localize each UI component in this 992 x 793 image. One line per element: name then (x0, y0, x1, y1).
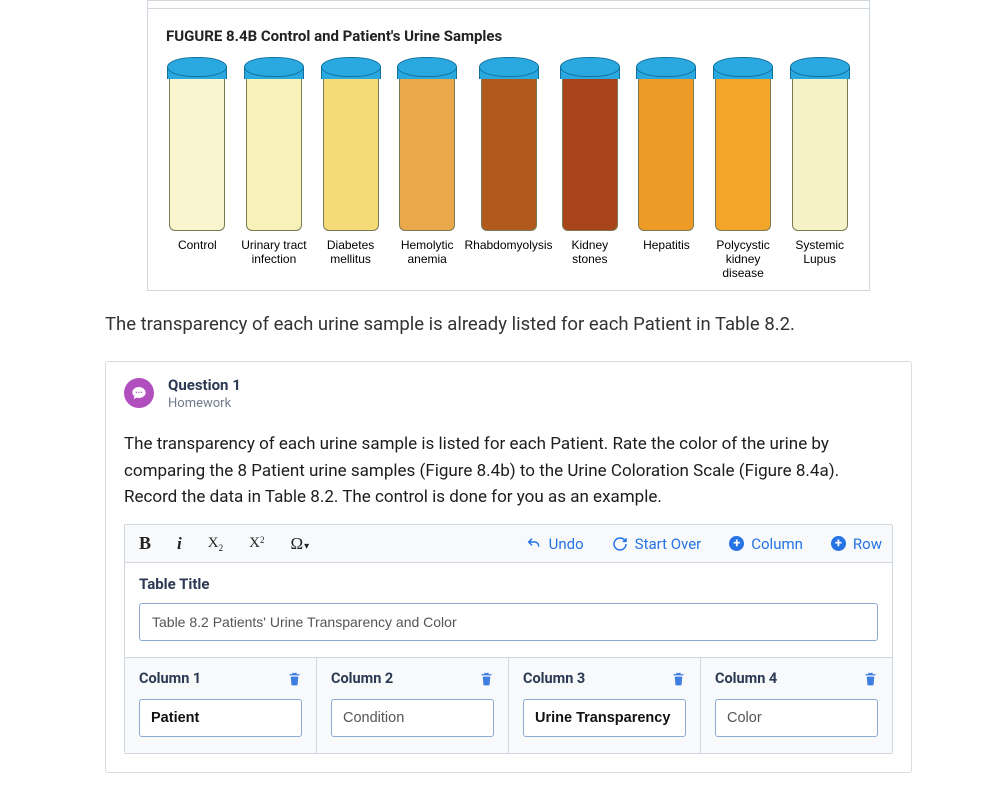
delete-column-button[interactable] (671, 670, 686, 687)
superscript-button[interactable]: X2 (245, 533, 268, 554)
tube-label: Urinary tract infection (239, 239, 310, 267)
delete-column-button[interactable] (479, 670, 494, 687)
delete-column-button[interactable] (287, 670, 302, 687)
tube-block: Urinary tract infection (239, 57, 310, 267)
column-name-input[interactable] (139, 699, 302, 737)
tube-block: Hepatitis (631, 57, 702, 253)
add-row-label: Row (853, 535, 882, 553)
tube-label: Control (178, 239, 217, 253)
italic-button[interactable]: i (173, 532, 186, 556)
tube-label: Systemic Lupus (784, 239, 855, 267)
tube-label: Rhabdomyolysis (464, 239, 552, 253)
column-name-input[interactable] (715, 699, 878, 737)
test-tube (562, 57, 618, 231)
tube-block: Diabetes mellitus (315, 57, 386, 267)
test-tube (246, 57, 302, 231)
start-over-button[interactable]: Start Over (612, 535, 702, 553)
column-cell: Column 1 (125, 658, 317, 753)
tube-block: Kidney stones (555, 57, 626, 267)
tube-label: Diabetes mellitus (315, 239, 386, 267)
figure-panel: FUGURE 8.4B Control and Patient's Urine … (147, 8, 870, 291)
tube-block: Systemic Lupus (784, 57, 855, 267)
column-name-input[interactable] (331, 699, 494, 737)
question-header: Question 1 Homework (124, 376, 893, 411)
tube-block: Hemolytic anemia (392, 57, 463, 267)
figure-title: FUGURE 8.4B Control and Patient's Urine … (166, 27, 855, 45)
plus-icon: + (729, 536, 744, 551)
question-icon (124, 378, 154, 408)
tubes-row: Control Urinary tract infectionDiabetes m… (162, 57, 855, 280)
test-tube (715, 57, 771, 231)
column-header-label: Column 2 (331, 670, 393, 687)
start-over-label: Start Over (635, 535, 702, 553)
refresh-icon (612, 536, 628, 552)
editor-toolbar: B i X2 X2 Ω▾ Undo (125, 525, 892, 563)
tube-label: Hepatitis (643, 239, 690, 253)
column-header: Column 3 (523, 670, 686, 687)
test-tube (169, 57, 225, 231)
tube-block: Polycystic kidney disease (708, 57, 779, 280)
speech-bubble-icon (131, 385, 147, 401)
column-cell: Column 3 (509, 658, 701, 753)
symbols-button[interactable]: Ω▾ (286, 532, 313, 556)
bold-button[interactable]: B (135, 531, 155, 556)
table-title-label: Table Title (125, 563, 892, 603)
column-header: Column 1 (139, 670, 302, 687)
tube-label: Polycystic kidney disease (708, 239, 779, 280)
add-column-button[interactable]: + Column (729, 535, 803, 553)
question-card: Question 1 Homework The transparency of … (105, 361, 912, 773)
column-header-label: Column 3 (523, 670, 585, 687)
tube-block: Rhabdomyolysis (469, 57, 549, 253)
undo-label: Undo (549, 535, 584, 553)
test-tube (399, 57, 455, 231)
test-tube (638, 57, 694, 231)
plus-icon: + (831, 536, 846, 551)
table-title-input[interactable] (139, 603, 878, 641)
question-body: The transparency of each urine sample is… (124, 431, 893, 510)
format-group: B i X2 X2 Ω▾ (135, 531, 313, 556)
question-title: Question 1 (168, 376, 241, 394)
column-name-input[interactable] (523, 699, 686, 737)
question-subtitle: Homework (168, 396, 241, 411)
table-editor: B i X2 X2 Ω▾ Undo (124, 524, 893, 754)
subscript-button[interactable]: X2 (204, 533, 227, 554)
delete-column-button[interactable] (863, 670, 878, 687)
column-header-label: Column 1 (139, 670, 201, 687)
column-header: Column 4 (715, 670, 878, 687)
tube-label: Hemolytic anemia (392, 239, 463, 267)
undo-button[interactable]: Undo (526, 535, 584, 553)
test-tube (792, 57, 848, 231)
column-cell: Column 4 (701, 658, 892, 753)
add-column-label: Column (751, 535, 803, 553)
undo-icon (526, 536, 542, 552)
column-header: Column 2 (331, 670, 494, 687)
intro-text: The transparency of each urine sample is… (105, 313, 912, 335)
test-tube (323, 57, 379, 231)
columns-row: Column 1 Column 2 Column 3 Column 4 (125, 657, 892, 753)
tube-label: Kidney stones (555, 239, 626, 267)
table-actions-group: Undo Start Over + Column + Row (526, 535, 882, 553)
test-tube (481, 57, 537, 231)
tube-block: Control (162, 57, 233, 253)
column-header-label: Column 4 (715, 670, 777, 687)
add-row-button[interactable]: + Row (831, 535, 882, 553)
prev-panel-edge (147, 0, 870, 8)
column-cell: Column 2 (317, 658, 509, 753)
